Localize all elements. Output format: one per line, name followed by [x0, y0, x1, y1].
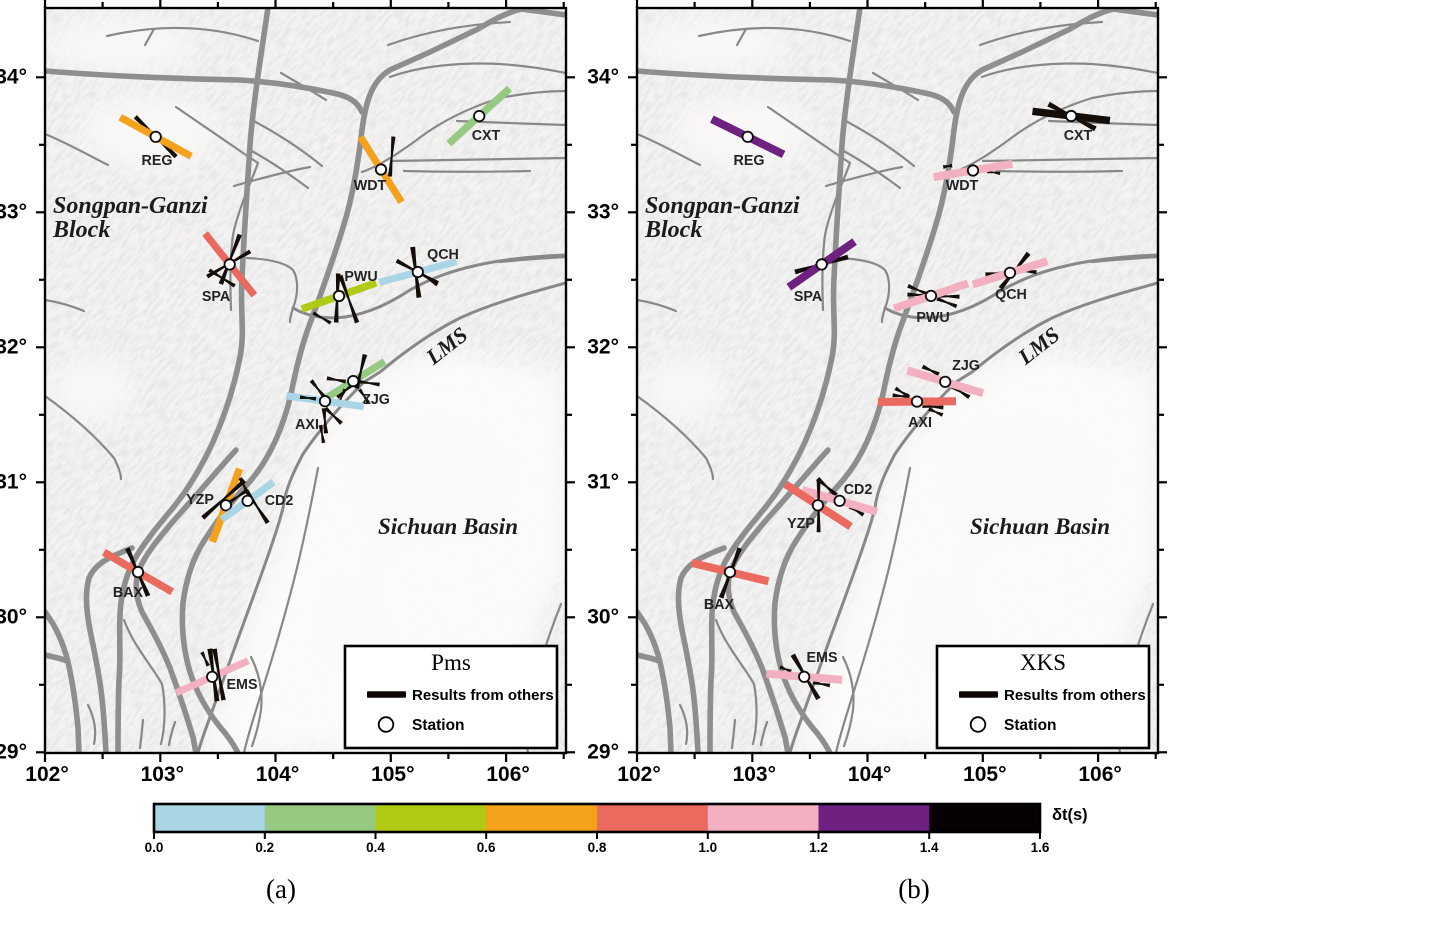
svg-text:29°: 29°: [0, 740, 27, 763]
svg-text:31°: 31°: [0, 470, 27, 493]
svg-text:102°: 102°: [25, 763, 68, 786]
svg-text:32°: 32°: [0, 335, 27, 358]
svg-text:103°: 103°: [733, 763, 776, 786]
svg-text:0.4: 0.4: [366, 840, 385, 855]
svg-text:Station: Station: [1004, 717, 1057, 734]
svg-text:PWU: PWU: [916, 310, 949, 326]
svg-text:REG: REG: [142, 153, 173, 169]
svg-text:REG: REG: [734, 153, 765, 169]
svg-text:0.2: 0.2: [255, 840, 274, 855]
svg-text:0.6: 0.6: [477, 840, 496, 855]
svg-text:CXT: CXT: [1064, 128, 1093, 144]
svg-text:δt(s): δt(s): [1052, 806, 1088, 824]
svg-text:Pms: Pms: [431, 650, 471, 675]
svg-text:33°: 33°: [587, 200, 619, 223]
svg-text:ZJG: ZJG: [362, 392, 390, 408]
svg-text:104°: 104°: [848, 763, 891, 786]
svg-text:1.0: 1.0: [698, 840, 717, 855]
svg-text:Sichuan Basin: Sichuan Basin: [970, 514, 1110, 539]
svg-text:30°: 30°: [0, 605, 27, 628]
svg-text:CD2: CD2: [844, 482, 873, 498]
svg-text:CD2: CD2: [265, 493, 294, 509]
svg-text:0.0: 0.0: [145, 840, 164, 855]
svg-text:WDT: WDT: [946, 178, 979, 194]
svg-text:BAX: BAX: [704, 597, 735, 613]
svg-text:(a): (a): [266, 874, 296, 904]
svg-text:BAX: BAX: [113, 585, 144, 601]
svg-text:Songpan-Ganzi: Songpan-Ganzi: [645, 193, 800, 219]
svg-text:Results from others: Results from others: [412, 687, 554, 704]
svg-text:SPA: SPA: [794, 289, 822, 305]
svg-text:EMS: EMS: [227, 677, 258, 693]
svg-text:Results from others: Results from others: [1004, 687, 1146, 704]
svg-text:29°: 29°: [587, 740, 619, 763]
svg-text:31°: 31°: [587, 470, 619, 493]
svg-text:QCH: QCH: [995, 287, 1027, 303]
svg-text:CXT: CXT: [472, 128, 501, 144]
svg-text:33°: 33°: [0, 200, 27, 223]
svg-text:EMS: EMS: [807, 650, 838, 666]
svg-text:YZP: YZP: [787, 516, 815, 532]
svg-text:34°: 34°: [587, 65, 619, 88]
svg-text:1.4: 1.4: [920, 840, 939, 855]
svg-text:ZJG: ZJG: [952, 358, 980, 374]
svg-text:QCH: QCH: [427, 247, 459, 263]
svg-text:YZP: YZP: [186, 492, 214, 508]
svg-text:(b): (b): [898, 874, 929, 904]
svg-text:34°: 34°: [0, 65, 27, 88]
svg-text:105°: 105°: [963, 763, 1006, 786]
svg-text:1.2: 1.2: [809, 840, 828, 855]
svg-text:XKS: XKS: [1020, 650, 1066, 675]
svg-text:104°: 104°: [256, 763, 299, 786]
svg-text:Songpan-Ganzi: Songpan-Ganzi: [53, 193, 208, 219]
svg-text:Sichuan Basin: Sichuan Basin: [378, 514, 518, 539]
svg-text:102°: 102°: [617, 763, 660, 786]
svg-text:103°: 103°: [141, 763, 184, 786]
svg-text:WDT: WDT: [354, 178, 387, 194]
svg-text:PWU: PWU: [344, 269, 377, 285]
svg-text:Block: Block: [644, 217, 702, 243]
svg-text:SPA: SPA: [202, 289, 230, 305]
svg-text:Station: Station: [412, 717, 465, 734]
svg-text:0.8: 0.8: [588, 840, 607, 855]
svg-text:105°: 105°: [371, 763, 414, 786]
svg-text:Block: Block: [52, 217, 110, 243]
svg-text:106°: 106°: [486, 763, 529, 786]
svg-text:106°: 106°: [1078, 763, 1121, 786]
svg-text:32°: 32°: [587, 335, 619, 358]
svg-text:30°: 30°: [587, 605, 619, 628]
svg-text:AXI: AXI: [295, 417, 319, 433]
svg-text:1.6: 1.6: [1031, 840, 1050, 855]
svg-text:AXI: AXI: [908, 415, 932, 431]
